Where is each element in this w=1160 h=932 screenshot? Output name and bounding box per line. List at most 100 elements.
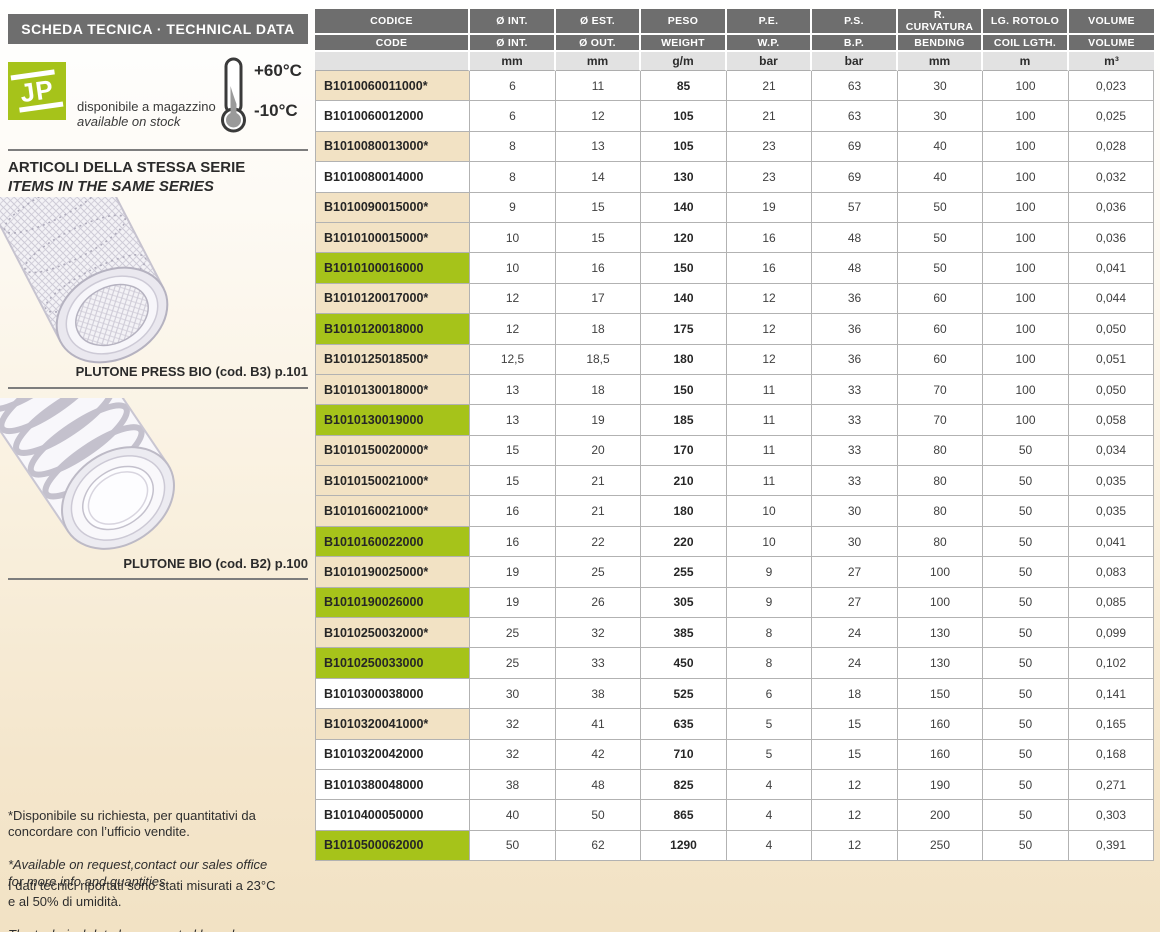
- cell-volume: 0,391: [1069, 830, 1154, 862]
- cell-bending-radius: 60: [898, 314, 983, 345]
- column-header-en: B.P.: [812, 35, 898, 52]
- cell-burst-pressure: 12: [812, 830, 898, 862]
- cell-inner-diameter: 25: [470, 618, 556, 649]
- cell-weight: 710: [641, 739, 727, 770]
- cell-coil-length: 50: [983, 557, 1069, 588]
- cell-code: B1010120017000*: [315, 283, 470, 315]
- cell-outer-diameter: 19: [556, 405, 641, 436]
- column-header-it: P.E.: [727, 9, 812, 35]
- table-row: B1010190025000* 19 25 255 9 27 100 50 0,…: [315, 557, 1154, 588]
- hose-image-spiral: [0, 398, 175, 550]
- cell-working-pressure: 11: [727, 466, 812, 497]
- cell-weight: 255: [641, 557, 727, 588]
- cell-coil-length: 100: [983, 253, 1069, 284]
- cell-inner-diameter: 15: [470, 435, 556, 467]
- cell-weight: 825: [641, 769, 727, 801]
- cell-volume: 0,085: [1069, 587, 1154, 619]
- cell-burst-pressure: 12: [812, 800, 898, 831]
- cell-weight: 635: [641, 709, 727, 740]
- column-header-en: Ø OUT.: [556, 35, 641, 52]
- cell-weight: 305: [641, 587, 727, 619]
- cell-weight: 1290: [641, 830, 727, 862]
- table-row: B1010120018000 12 18 175 12 36 60 100 0,…: [315, 314, 1154, 345]
- column-unit: mm: [556, 52, 641, 71]
- cell-weight: 140: [641, 192, 727, 223]
- cell-outer-diameter: 50: [556, 800, 641, 831]
- cell-coil-length: 100: [983, 192, 1069, 223]
- column-unit: [315, 52, 470, 71]
- table-row: B1010160022000 16 22 220 10 30 80 50 0,0…: [315, 526, 1154, 558]
- cell-working-pressure: 10: [727, 496, 812, 527]
- table-row: B1010100016000 10 16 150 16 48 50 100 0,…: [315, 253, 1154, 284]
- technical-data-table: CODICE Ø INT. Ø EST. PESO P.E. P.S. R. CURVATU…: [315, 9, 1154, 862]
- cell-bending-radius: 50: [898, 222, 983, 254]
- cell-bending-radius: 250: [898, 830, 983, 862]
- cell-inner-diameter: 9: [470, 192, 556, 223]
- footnote-availability-en: *Available on request,contact our sales …: [8, 857, 268, 889]
- cell-volume: 0,034: [1069, 435, 1154, 467]
- cell-burst-pressure: 69: [812, 162, 898, 193]
- cell-weight: 185: [641, 405, 727, 436]
- cell-inner-diameter: 19: [470, 557, 556, 588]
- cell-working-pressure: 4: [727, 830, 812, 862]
- table-row: B1010300038000 30 38 525 6 18 150 50 0,1…: [315, 678, 1154, 710]
- column-header-it: LG. ROTOLO: [983, 9, 1069, 35]
- table-row: B1010320042000 32 42 710 5 15 160 50 0,1…: [315, 739, 1154, 770]
- cell-working-pressure: 9: [727, 557, 812, 588]
- cell-code: B1010160022000: [315, 526, 470, 558]
- table-row: B1010380048000 38 48 825 4 12 190 50 0,2…: [315, 769, 1154, 801]
- column-unit: m: [983, 52, 1069, 71]
- cell-volume: 0,035: [1069, 496, 1154, 527]
- cell-volume: 0,058: [1069, 405, 1154, 436]
- cell-weight: 180: [641, 496, 727, 527]
- cell-burst-pressure: 36: [812, 314, 898, 345]
- table-row: B1010130019000 13 19 185 11 33 70 100 0,…: [315, 405, 1154, 436]
- cell-code: B1010300038000: [315, 678, 470, 710]
- jp-stock-badge: JP: [8, 62, 66, 120]
- jp-logo-inner: JP: [10, 69, 64, 113]
- cell-inner-diameter: 40: [470, 800, 556, 831]
- cell-inner-diameter: 13: [470, 374, 556, 406]
- cell-inner-diameter: 32: [470, 739, 556, 770]
- cell-bending-radius: 50: [898, 192, 983, 223]
- cell-bending-radius: 30: [898, 71, 983, 102]
- cell-coil-length: 100: [983, 222, 1069, 254]
- cell-outer-diameter: 12: [556, 101, 641, 132]
- cell-code: B1010130019000: [315, 405, 470, 436]
- cell-coil-length: 100: [983, 131, 1069, 163]
- cell-outer-diameter: 21: [556, 496, 641, 527]
- cell-weight: 450: [641, 648, 727, 679]
- table-row: B1010090015000* 9 15 140 19 57 50 100 0,…: [315, 192, 1154, 223]
- cell-working-pressure: 8: [727, 618, 812, 649]
- cell-bending-radius: 200: [898, 800, 983, 831]
- cell-bending-radius: 100: [898, 557, 983, 588]
- cell-inner-diameter: 12: [470, 314, 556, 345]
- table-row: B1010100015000* 10 15 120 16 48 50 100 0…: [315, 222, 1154, 254]
- cell-outer-diameter: 48: [556, 769, 641, 801]
- table-row: B1010080014000 8 14 130 23 69 40 100 0,0…: [315, 162, 1154, 193]
- table-row: B1010320041000* 32 41 635 5 15 160 50 0,…: [315, 709, 1154, 740]
- cell-code: B1010100015000*: [315, 222, 470, 254]
- table-row: B1010250033000 25 33 450 8 24 130 50 0,1…: [315, 648, 1154, 679]
- cell-volume: 0,035: [1069, 466, 1154, 497]
- cell-coil-length: 50: [983, 496, 1069, 527]
- cell-code: B1010080014000: [315, 162, 470, 193]
- cell-outer-diameter: 42: [556, 739, 641, 770]
- cell-working-pressure: 11: [727, 435, 812, 467]
- cell-code: B1010160021000*: [315, 496, 470, 527]
- cell-coil-length: 100: [983, 162, 1069, 193]
- thermometer-icon: [221, 57, 246, 133]
- column-unit: bar: [727, 52, 812, 71]
- footnote-measurement: I dati tecnici riportati sono stati misu…: [8, 861, 310, 932]
- cell-code: B1010190026000: [315, 587, 470, 619]
- cell-volume: 0,083: [1069, 557, 1154, 588]
- cell-inner-diameter: 6: [470, 71, 556, 102]
- cell-volume: 0,099: [1069, 618, 1154, 649]
- cell-coil-length: 100: [983, 344, 1069, 375]
- cell-bending-radius: 50: [898, 253, 983, 284]
- table-row: B1010250032000* 25 32 385 8 24 130 50 0,…: [315, 618, 1154, 649]
- table-row: B1010060011000* 6 11 85 21 63 30 100 0,0…: [315, 71, 1154, 102]
- cell-burst-pressure: 33: [812, 374, 898, 406]
- cell-weight: 175: [641, 314, 727, 345]
